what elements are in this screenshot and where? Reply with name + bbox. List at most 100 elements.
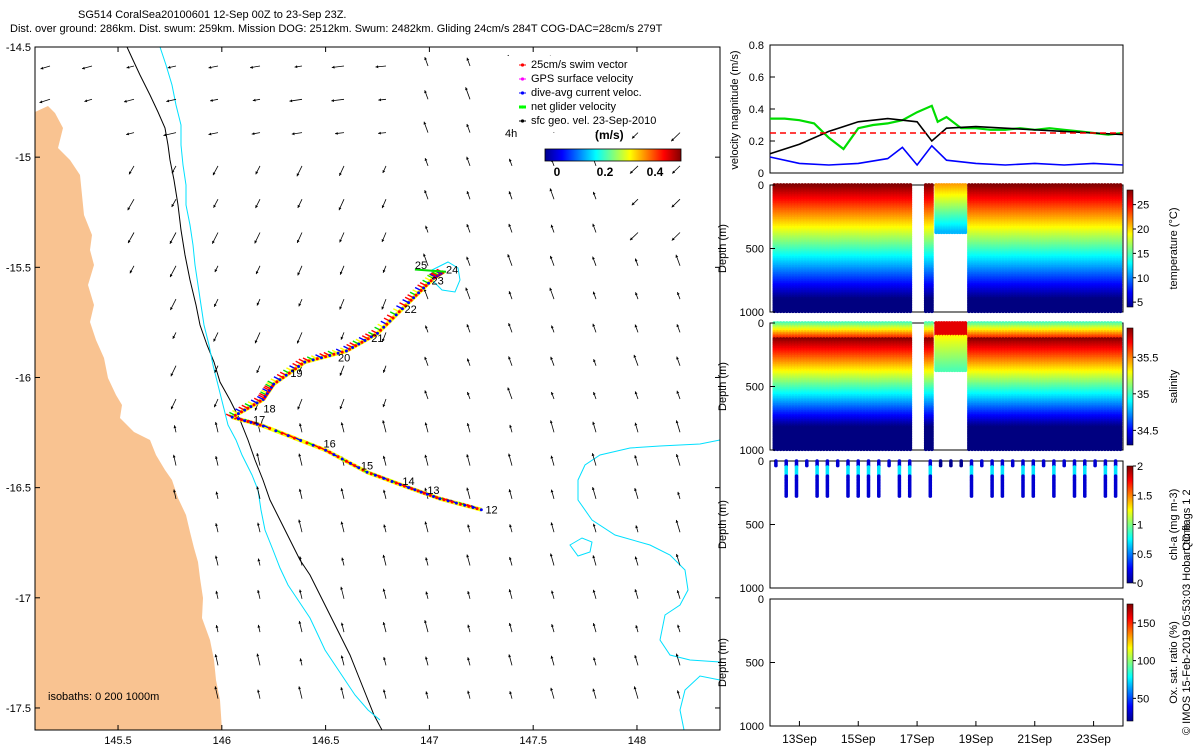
track-dot	[394, 481, 398, 485]
sfc-vector-head	[382, 588, 386, 592]
sfc-vector-head	[257, 558, 261, 562]
map-x-tick-label: 146	[213, 735, 231, 747]
sfc-vector-head	[550, 356, 553, 360]
sfc-vector-head	[382, 170, 386, 173]
sfc-vector-head	[297, 239, 300, 243]
track-dot	[240, 418, 243, 422]
sfc-vector-head	[634, 488, 637, 491]
sfc-vector-head	[257, 590, 260, 593]
sfc-vector-head	[424, 356, 427, 360]
sfc-vector-head	[425, 557, 428, 561]
track-dot	[315, 357, 319, 361]
track-dot	[394, 313, 398, 317]
sfc-vector-head	[40, 66, 44, 70]
sfc-vector-head	[424, 454, 428, 458]
sfc-vector-head	[424, 487, 428, 491]
sfc-vector-head	[172, 335, 176, 339]
track-dot	[281, 376, 285, 379]
day-label: 24	[446, 265, 458, 277]
sfc-vector-head	[466, 454, 469, 458]
track-dot	[459, 502, 462, 506]
sfc-vector-head	[340, 687, 344, 691]
sfc-vector-head	[631, 202, 635, 206]
sfc-vector-head	[675, 554, 679, 557]
sfc-vector-head	[171, 204, 175, 207]
sfc-vector-head	[382, 338, 385, 342]
sfc-vector-head	[256, 486, 260, 490]
sfc-vector-head	[633, 354, 637, 358]
velocity-panel: 00.20.40.60.8 velocity magnitude (m/s)	[729, 40, 1124, 180]
track-dot	[324, 355, 328, 359]
sfc-vector-head	[671, 138, 675, 142]
sfc-vector-head	[591, 453, 595, 457]
sfc-vector-head	[382, 489, 386, 493]
sfc-vector-head	[425, 325, 428, 329]
day-label: 15	[361, 461, 373, 473]
sfc-vector-head	[335, 132, 338, 135]
sfc-vector-head	[635, 625, 639, 629]
sfc-vector-head	[296, 173, 300, 177]
sfc-vector-head	[256, 653, 260, 657]
sfc-vector-head	[592, 623, 596, 627]
map-x-tick-label: 145.5	[104, 735, 132, 747]
sfc-vector-head	[289, 99, 293, 103]
sfc-vector-head	[127, 207, 131, 211]
sfc-vector-head	[126, 132, 130, 136]
track-dot	[230, 415, 234, 419]
day-label: 25	[415, 260, 427, 272]
sfc-vector-head	[331, 65, 335, 69]
sfc-vector-head	[509, 557, 512, 560]
isobath-200m-islet	[569, 537, 593, 557]
sfc-vector-head	[467, 690, 470, 694]
track-dot	[366, 337, 370, 341]
land-mass	[35, 106, 222, 730]
sfc-vector-head	[39, 100, 43, 104]
sfc-vector-head	[340, 336, 344, 340]
sfc-vector-head	[298, 621, 302, 624]
map-x-tick-label: 147	[420, 735, 438, 747]
map-y-tick-label: -16	[15, 372, 31, 384]
map-y-tick-label: -14.5	[6, 42, 31, 54]
colorbar-gradient	[544, 148, 682, 162]
track-dot	[278, 378, 282, 382]
sfc-vector-head	[550, 522, 554, 526]
velocity-y-tick-label: 0.2	[749, 136, 764, 148]
sfc-vector-head	[257, 522, 260, 526]
sfc-vector-head	[424, 521, 428, 525]
sfc-vector-head	[634, 422, 638, 426]
sfc-vector-head	[255, 205, 258, 209]
map-y-tick-label: -15	[15, 152, 31, 164]
map-y-tick-label: -16.5	[6, 483, 31, 495]
track-dot	[255, 401, 259, 405]
section-sample	[908, 309, 913, 314]
sfc-vector-head	[592, 223, 595, 227]
sfc-vector-head	[382, 455, 386, 459]
sfc-vector-head	[466, 191, 470, 195]
sfc-vector-head	[466, 224, 470, 228]
sfc-vector-head	[466, 487, 469, 491]
sfc-vector-head	[124, 99, 127, 103]
sfc-vector-head	[677, 624, 680, 628]
sfc-vector-head	[550, 224, 554, 228]
sfc-vector-head	[214, 269, 218, 273]
sfc-vector-head	[508, 223, 512, 227]
sfc-vector-head	[551, 590, 554, 594]
isobath-200m-reef	[431, 261, 461, 293]
sfc-vector-head	[550, 489, 554, 493]
sfc-vector-head	[508, 291, 512, 295]
sfc-vector-head	[425, 691, 429, 695]
sfc-vector-head	[338, 207, 342, 211]
legend-entry: dive-avg current veloc.	[531, 87, 642, 99]
track-dot	[409, 298, 413, 302]
sfc-vector-head	[339, 239, 342, 243]
track-dot	[328, 354, 332, 357]
legend-entry: GPS surface velocity	[531, 73, 634, 85]
sfc-vector-head	[466, 57, 470, 61]
sfc-vector-head	[635, 292, 638, 296]
sfc-vector-head	[592, 523, 596, 527]
sfc-vector-head	[170, 274, 173, 278]
sfc-vector-head	[508, 589, 512, 593]
sfc-vector-head	[592, 688, 596, 692]
track-dot	[471, 506, 475, 509]
track-dot	[467, 504, 471, 508]
